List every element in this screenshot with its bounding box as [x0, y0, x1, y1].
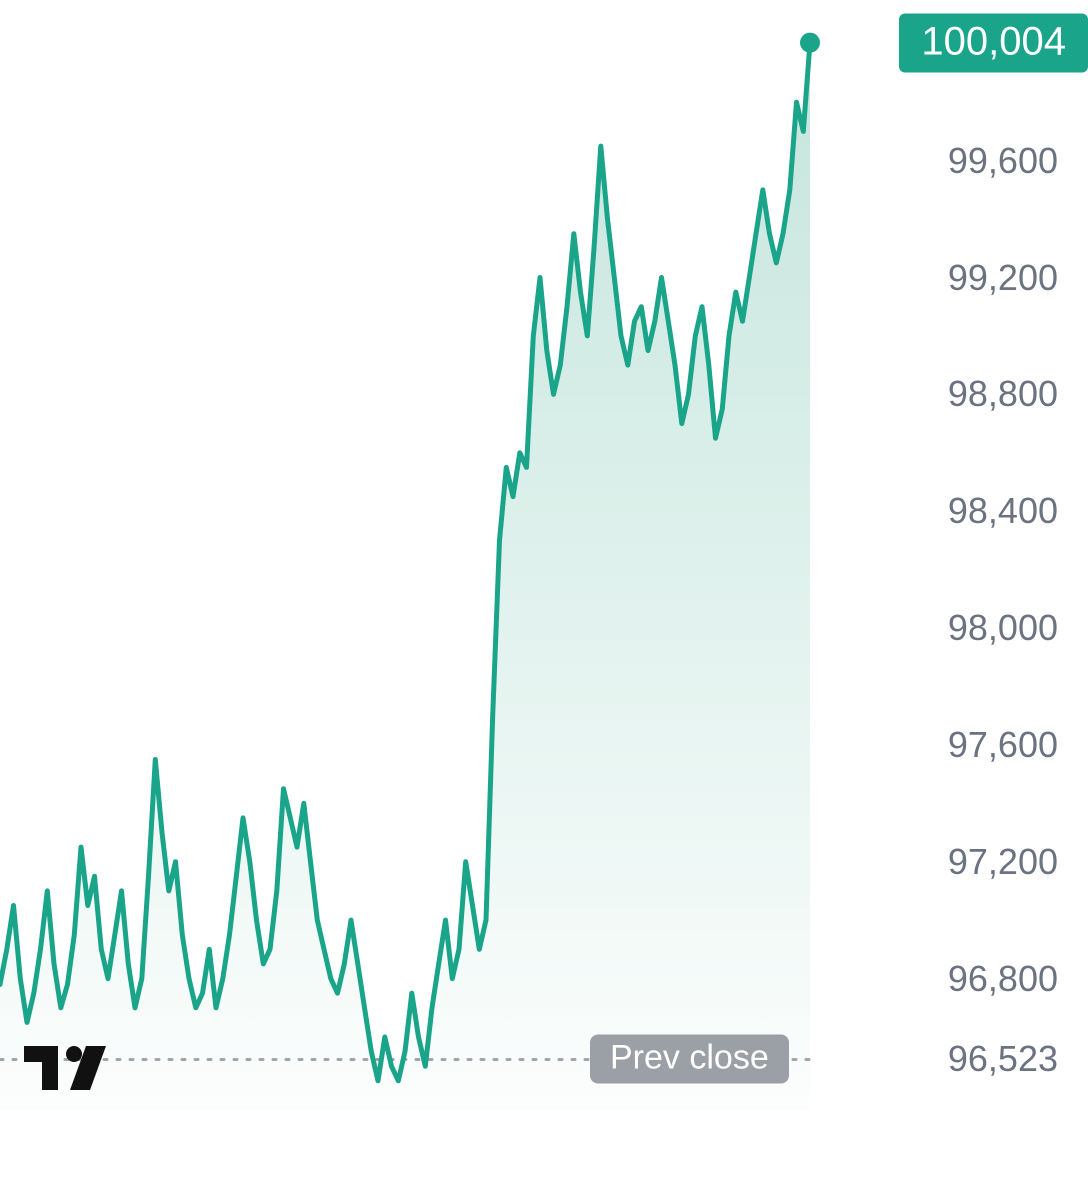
y-tick-label: 98,800 [948, 373, 1058, 415]
prev-close-badge: Prev close [590, 1035, 789, 1084]
prev-close-label: Prev close [610, 1039, 769, 1077]
y-tick-label: 98,400 [948, 490, 1058, 532]
y-tick-label: 98,000 [948, 607, 1058, 649]
y-tick-label: 96,800 [948, 958, 1058, 1000]
current-price-value: 100,004 [921, 19, 1066, 63]
current-price-badge: 100,004 [899, 13, 1088, 72]
price-chart: 99,600 99,200 98,800 98,400 98,000 97,600 97,2… [0, 0, 1088, 1187]
prev-close-value: 96,523 [948, 1038, 1058, 1080]
y-tick-label: 99,600 [948, 140, 1058, 182]
y-tick-label: 99,200 [948, 257, 1058, 299]
y-tick-label: 97,600 [948, 724, 1058, 766]
tradingview-logo-icon [24, 1046, 106, 1095]
chart-plot-area[interactable] [0, 0, 1088, 1187]
y-tick-label: 97,200 [948, 841, 1058, 883]
